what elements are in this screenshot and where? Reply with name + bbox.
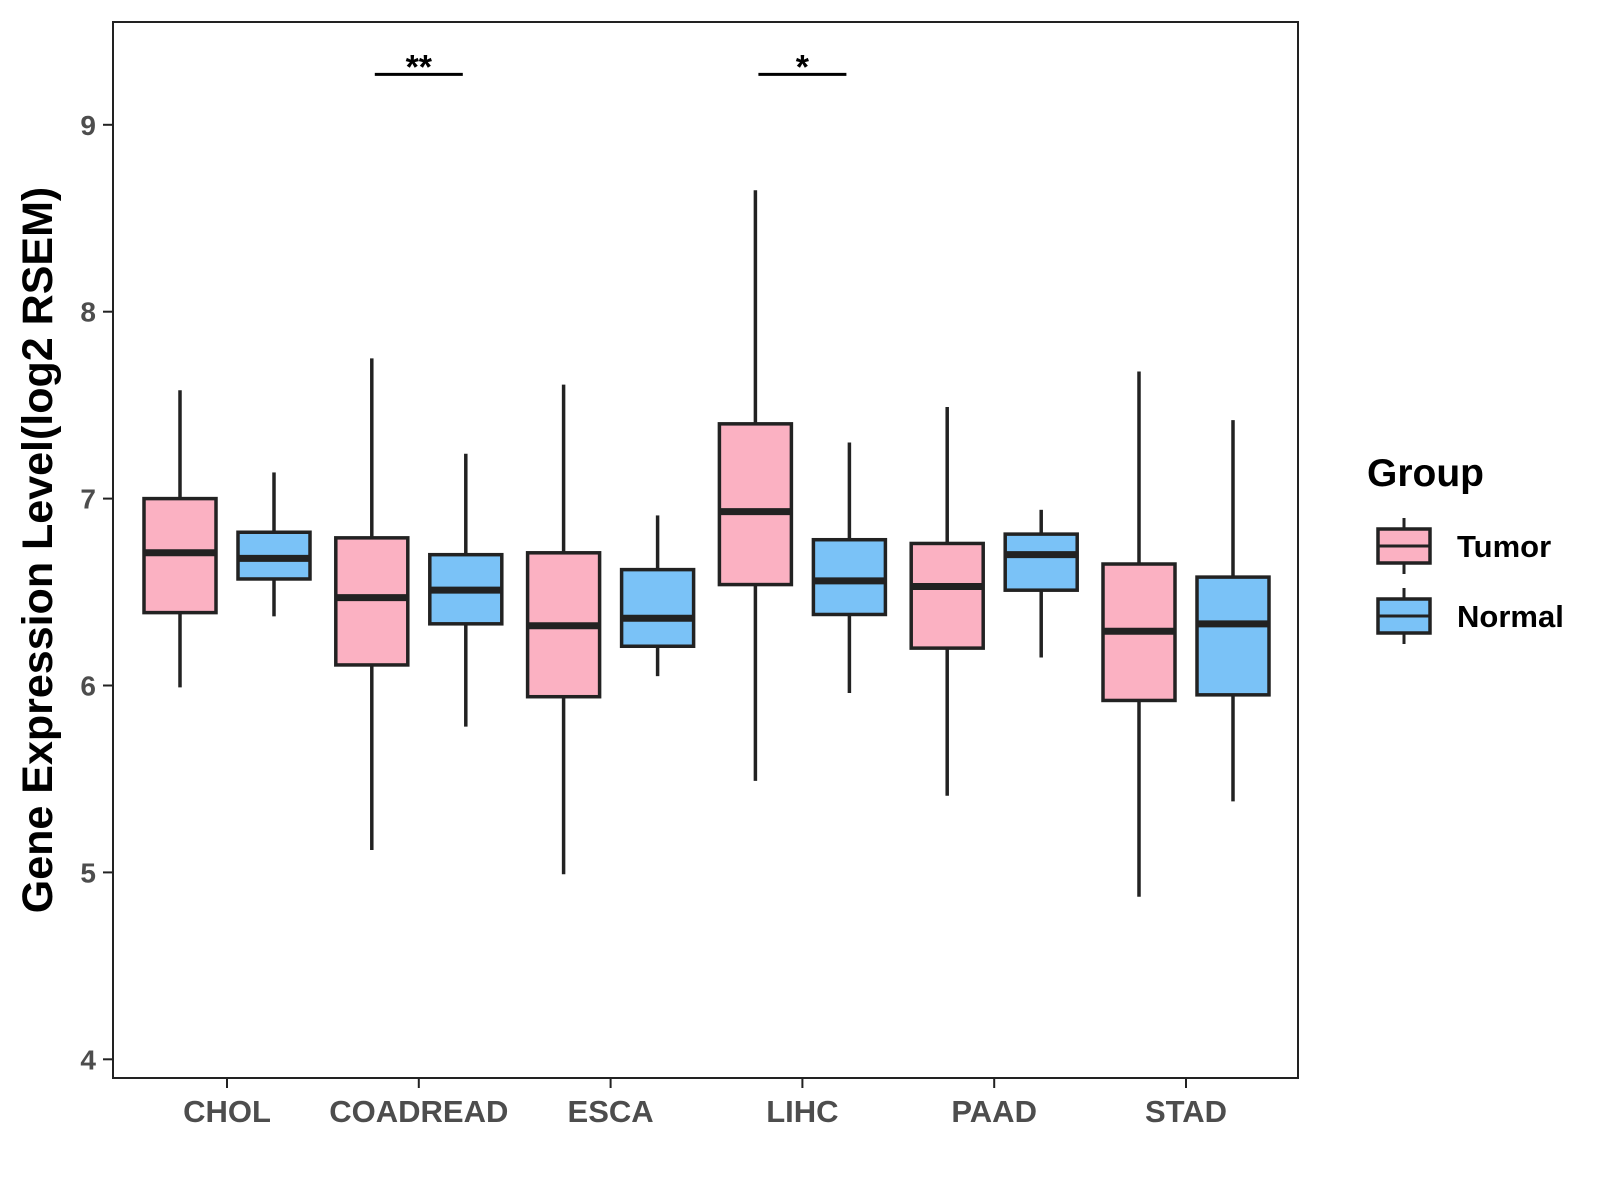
y-tick-label: 7: [80, 484, 96, 515]
x-tick-label: ESCA: [568, 1094, 654, 1129]
x-tick-label: PAAD: [951, 1094, 1037, 1129]
y-tick-label: 4: [80, 1044, 96, 1075]
y-axis-title: Gene Expression Level(log2 RSEM): [14, 187, 62, 913]
y-axis: 4 5 6 7 8 9: [80, 110, 113, 1075]
box-tumor-paad: [909, 407, 985, 796]
legend-title: Group: [1367, 452, 1484, 495]
x-tick-label: STAD: [1145, 1094, 1227, 1129]
iqr-box: [909, 541, 985, 650]
box-tumor-esca: [525, 384, 602, 875]
box-normal-coadread: [428, 453, 504, 727]
legend-label: Tumor: [1457, 529, 1551, 564]
box-normal-paad: [1003, 509, 1079, 658]
x-tick-label: CHOL: [183, 1094, 271, 1129]
iqr-box: [717, 422, 794, 587]
box-normal-stad: [1195, 420, 1271, 802]
x-tick-label: COADREAD: [329, 1094, 508, 1129]
box-normal-lihc: [811, 442, 888, 693]
significance-label: *: [796, 48, 810, 86]
box-normal-esca: [619, 515, 696, 677]
significance-annotations: ** *: [374, 48, 847, 86]
box-tumor-stad: [1101, 371, 1177, 897]
iqr-box: [1003, 532, 1079, 592]
box-tumor-lihc: [717, 190, 794, 781]
legend-label: Normal: [1457, 599, 1564, 634]
y-tick-label: 8: [80, 297, 96, 328]
x-axis: CHOL COADREAD ESCA LIHC PAAD STAD: [183, 1078, 1227, 1129]
box-series: [142, 190, 1271, 897]
legend-item-tumor: Tumor: [1376, 518, 1551, 574]
legend-item-normal: Normal: [1376, 588, 1564, 644]
legend: Group Tumor Normal: [1367, 452, 1564, 644]
y-tick-label: 9: [80, 110, 96, 141]
significance-label: **: [406, 48, 433, 86]
legend-items: Tumor Normal: [1376, 518, 1564, 644]
box-tumor-coadread: [334, 358, 410, 850]
box-tumor-chol: [142, 390, 218, 688]
iqr-box: [619, 567, 696, 649]
box-normal-chol: [236, 472, 312, 617]
x-tick-label: LIHC: [766, 1094, 838, 1129]
y-tick-label: 6: [80, 671, 96, 702]
iqr-box: [811, 537, 888, 617]
iqr-box: [1195, 575, 1271, 697]
y-tick-label: 5: [80, 857, 96, 888]
iqr-box: [334, 536, 410, 667]
